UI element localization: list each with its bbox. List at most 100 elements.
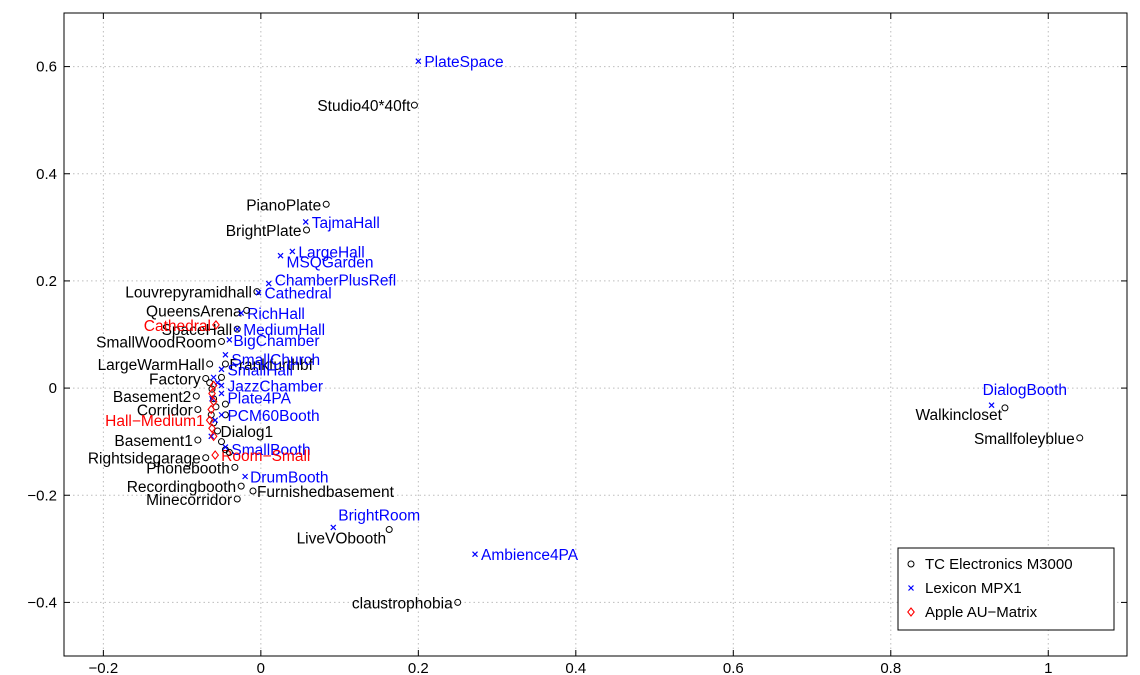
data-point xyxy=(988,402,995,409)
y-tick-label: −0.4 xyxy=(27,594,57,611)
point-label: MSQGarden xyxy=(287,255,374,272)
data-point xyxy=(231,463,239,471)
point-label: LargeHall xyxy=(298,244,364,261)
point-label: Frankfurthbf xyxy=(229,357,313,374)
data-point xyxy=(222,444,229,450)
y-tick-label: 0.4 xyxy=(36,166,57,183)
y-tick-label: 0.6 xyxy=(36,59,57,76)
legend-entry: TC Electronics M3000 xyxy=(925,556,1073,573)
data-point xyxy=(205,415,214,426)
point-label: BigChamber xyxy=(233,333,319,350)
data-point xyxy=(208,385,216,393)
point-label: SmallChurch xyxy=(231,352,320,369)
point-label: Furnishedbasement xyxy=(257,484,395,501)
data-point xyxy=(194,406,202,414)
data-point xyxy=(385,526,393,534)
legend-marker xyxy=(907,607,915,617)
point-label: Basement1 xyxy=(114,433,192,450)
data-point xyxy=(1076,434,1084,442)
point-label: Louvrepyramidhall xyxy=(125,285,252,302)
point-label: Hall−Medium1 xyxy=(105,413,205,430)
data-point xyxy=(206,360,214,368)
legend-entry: Apple AU−Matrix xyxy=(925,604,1038,621)
data-point xyxy=(209,380,218,391)
point-labels: Studio40*40ft PianoPlate BrightPlate Louvre… xyxy=(88,54,1075,612)
point-label: Phonebooth xyxy=(146,460,230,477)
data-point xyxy=(472,551,478,558)
data-point xyxy=(212,417,219,424)
data-point xyxy=(218,390,225,397)
data-point xyxy=(217,438,225,446)
data-point xyxy=(1001,404,1009,412)
point-label: Studio40*40ft xyxy=(317,98,411,115)
legend-marker xyxy=(907,560,915,568)
point-label: Minecorridor xyxy=(146,492,232,509)
data-point xyxy=(237,482,245,490)
data-point xyxy=(415,58,422,65)
point-label: Cathedral xyxy=(264,286,331,303)
point-label: Recordingbooth xyxy=(127,479,236,496)
point-label: DialogBooth xyxy=(983,382,1067,399)
data-point xyxy=(233,495,241,503)
point-label: SmallBooth xyxy=(231,442,310,459)
point-label: Cathedral xyxy=(144,318,211,335)
data-point xyxy=(255,289,262,296)
y-tick-label: 0.2 xyxy=(36,273,57,290)
data-point xyxy=(322,200,330,208)
data-point xyxy=(194,436,202,444)
point-label: Plate4PA xyxy=(227,390,291,407)
data-point xyxy=(208,433,215,440)
data-point xyxy=(302,219,309,225)
point-label: PCM60Booth xyxy=(227,408,319,425)
point-label: claustrophobia xyxy=(352,595,453,612)
y-tick-label: 0 xyxy=(49,380,57,397)
data-point xyxy=(222,351,229,358)
point-label: LargeWarmHall xyxy=(98,357,205,374)
data-point xyxy=(265,280,272,287)
data-point xyxy=(242,473,249,480)
data-point xyxy=(454,598,462,606)
point-label: DrumBooth xyxy=(250,469,328,486)
data-point xyxy=(330,524,337,531)
x-tick-label: −0.2 xyxy=(89,660,119,675)
y-tick-label: −0.2 xyxy=(27,487,57,504)
x-tick-label: 0 xyxy=(257,660,265,675)
data-point xyxy=(289,248,296,255)
data-point xyxy=(210,374,217,381)
data-point xyxy=(226,336,233,343)
point-label: QueensArena xyxy=(146,303,242,320)
point-label: Room−Small xyxy=(221,448,310,465)
point-label: LiveVObooth xyxy=(297,531,387,548)
data-point xyxy=(303,226,311,234)
x-tick-label: 1 xyxy=(1044,660,1052,675)
data-point xyxy=(249,487,257,495)
data-point xyxy=(277,252,284,259)
data-point xyxy=(217,373,225,381)
axis-ticks: −0.2 0 0.2 0.4 0.6 0.8 1 −0.4 −0.2 0 0.2 0.4 0.6 xyxy=(27,13,1127,675)
x-tick-label: 0.4 xyxy=(565,660,586,675)
data-point xyxy=(221,411,229,419)
legend-box xyxy=(897,547,1115,631)
plot-area xyxy=(63,12,1128,657)
point-label: Basement2 xyxy=(113,389,191,406)
data-point xyxy=(221,400,229,408)
data-point xyxy=(212,319,220,330)
data-point xyxy=(192,392,200,400)
data-point xyxy=(217,337,225,345)
data-markers xyxy=(192,58,1084,606)
data-point xyxy=(410,101,418,109)
data-point xyxy=(243,306,251,314)
x-tick-label: 0.8 xyxy=(880,660,901,675)
point-label: Rightsidegarage xyxy=(88,451,201,468)
point-label: JazzChamber xyxy=(227,378,323,395)
point-label: BrightPlate xyxy=(226,223,302,240)
point-label: SmallHall xyxy=(227,362,292,379)
point-label: Walkincloset xyxy=(916,407,1003,424)
data-point xyxy=(221,360,229,368)
data-point xyxy=(202,374,210,382)
point-label: TajmaHall xyxy=(312,215,380,232)
point-label: PlateSpace xyxy=(424,54,503,71)
data-point xyxy=(233,325,241,333)
point-label: MediumHall xyxy=(243,322,325,339)
point-label: PianoPlate xyxy=(246,197,321,214)
